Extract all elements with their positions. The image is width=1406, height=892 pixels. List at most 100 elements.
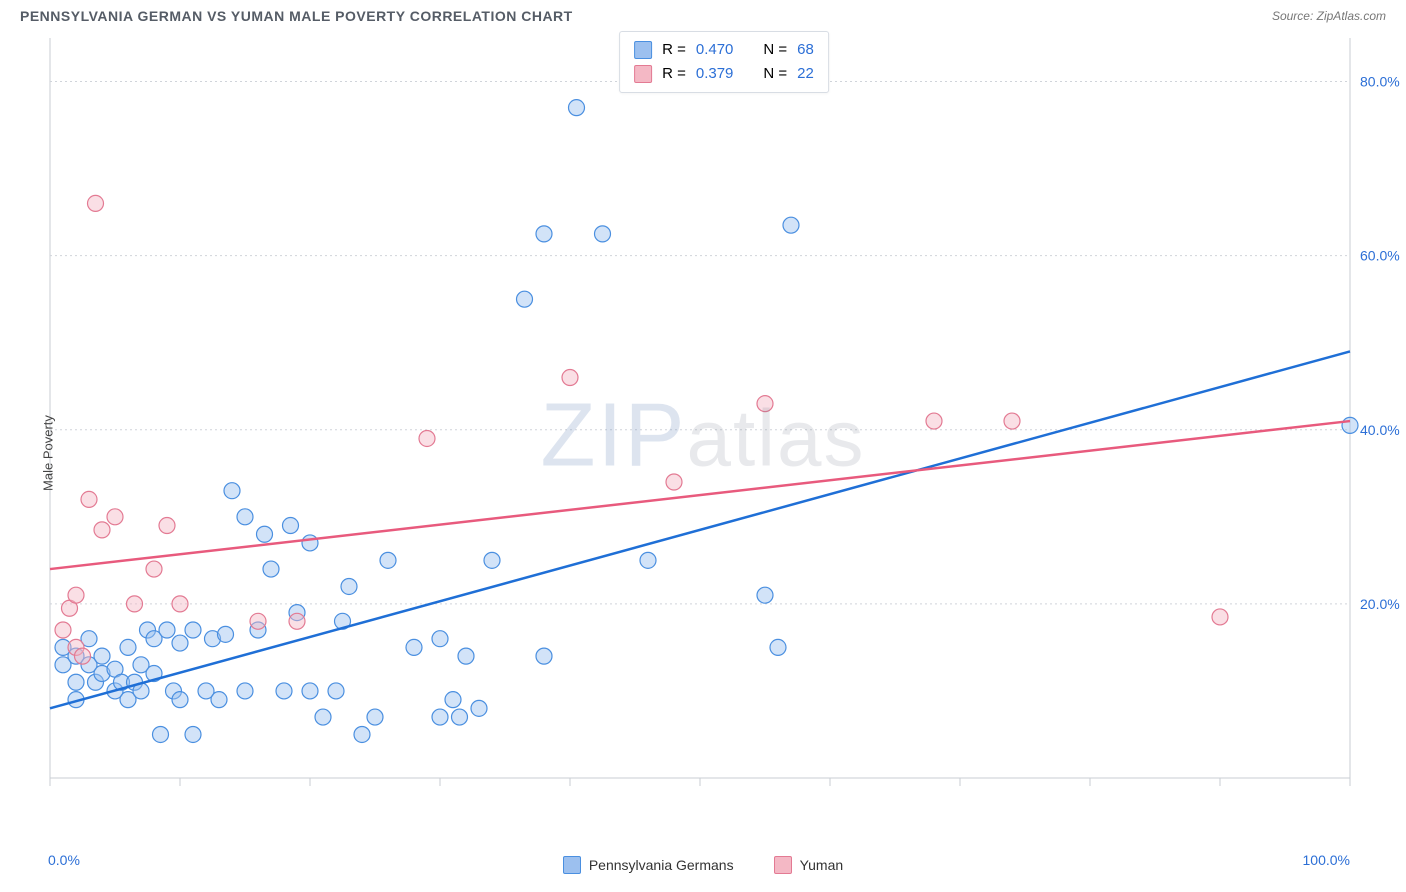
source-prefix: Source: — [1272, 9, 1317, 23]
data-point — [237, 509, 253, 525]
data-point — [770, 639, 786, 655]
data-point — [159, 622, 175, 638]
data-point — [380, 552, 396, 568]
data-point — [666, 474, 682, 490]
data-point — [562, 370, 578, 386]
data-point — [1342, 417, 1358, 433]
data-point — [172, 635, 188, 651]
legend-label-yu: Yuman — [800, 857, 844, 873]
data-point — [471, 700, 487, 716]
data-point — [432, 631, 448, 647]
x-max-label: 100.0% — [1303, 852, 1350, 868]
legend-item-pg: Pennsylvania Germans — [563, 856, 734, 874]
data-point — [185, 622, 201, 638]
chart-title: PENNSYLVANIA GERMAN VS YUMAN MALE POVERT… — [20, 8, 573, 24]
data-point — [88, 195, 104, 211]
data-point — [640, 552, 656, 568]
data-point — [75, 648, 91, 664]
data-point — [237, 683, 253, 699]
data-point — [302, 683, 318, 699]
correlation-row-yu: R = 0.379 N = 22 — [634, 62, 814, 86]
n-label-pg: N = — [763, 38, 787, 62]
n-value-pg: 68 — [797, 38, 814, 62]
swatch-pg — [634, 41, 652, 59]
correlation-legend: R = 0.470 N = 68 R = 0.379 N = 22 — [619, 31, 829, 93]
svg-text:40.0%: 40.0% — [1360, 422, 1400, 438]
data-point — [68, 587, 84, 603]
data-point — [406, 639, 422, 655]
data-point — [224, 483, 240, 499]
data-point — [120, 639, 136, 655]
data-point — [263, 561, 279, 577]
r-label-yu: R = — [662, 62, 686, 86]
data-point — [569, 100, 585, 116]
swatch-pg-bottom — [563, 856, 581, 874]
data-point — [783, 217, 799, 233]
x-min-label: 0.0% — [48, 852, 80, 868]
data-point — [926, 413, 942, 429]
data-point — [289, 613, 305, 629]
chart-area: Male Poverty 20.0%40.0%60.0%80.0% ZIPatl… — [0, 28, 1406, 878]
data-point — [107, 509, 123, 525]
data-point — [419, 430, 435, 446]
n-label-yu: N = — [763, 62, 787, 86]
data-point — [218, 626, 234, 642]
data-point — [185, 726, 201, 742]
data-point — [172, 692, 188, 708]
data-point — [68, 674, 84, 690]
data-point — [153, 726, 169, 742]
data-point — [341, 578, 357, 594]
r-value-pg: 0.470 — [696, 38, 734, 62]
data-point — [146, 561, 162, 577]
y-axis-label: Male Poverty — [40, 415, 55, 491]
n-value-yu: 22 — [797, 62, 814, 86]
data-point — [302, 535, 318, 551]
data-point — [250, 613, 266, 629]
series-legend: 0.0% Pennsylvania Germans Yuman 100.0% — [0, 856, 1406, 874]
data-point — [536, 226, 552, 242]
data-point — [211, 692, 227, 708]
data-point — [94, 522, 110, 538]
svg-text:80.0%: 80.0% — [1360, 74, 1400, 90]
data-point — [315, 709, 331, 725]
data-point — [354, 726, 370, 742]
data-point — [757, 587, 773, 603]
data-point — [1004, 413, 1020, 429]
data-point — [81, 491, 97, 507]
data-point — [1212, 609, 1228, 625]
data-point — [517, 291, 533, 307]
data-point — [276, 683, 292, 699]
data-point — [484, 552, 500, 568]
svg-text:20.0%: 20.0% — [1360, 596, 1400, 612]
source-name: ZipAtlas.com — [1317, 9, 1386, 23]
data-point — [458, 648, 474, 664]
data-point — [127, 596, 143, 612]
legend-label-pg: Pennsylvania Germans — [589, 857, 734, 873]
data-point — [595, 226, 611, 242]
data-point — [283, 518, 299, 534]
correlation-row-pg: R = 0.470 N = 68 — [634, 38, 814, 62]
title-bar: PENNSYLVANIA GERMAN VS YUMAN MALE POVERT… — [0, 0, 1406, 28]
trend-line — [50, 351, 1350, 708]
scatter-plot-svg: 20.0% 40.0% 60.0% 80.0% — [0, 28, 1406, 818]
swatch-yu — [634, 65, 652, 83]
legend-item-yu: Yuman — [774, 856, 844, 874]
trend-line — [50, 421, 1350, 569]
source-attribution: Source: ZipAtlas.com — [1272, 9, 1386, 23]
swatch-yu-bottom — [774, 856, 792, 874]
data-point — [328, 683, 344, 699]
r-value-yu: 0.379 — [696, 62, 734, 86]
data-point — [445, 692, 461, 708]
data-point — [159, 518, 175, 534]
svg-text:60.0%: 60.0% — [1360, 248, 1400, 264]
data-point — [257, 526, 273, 542]
data-point — [94, 648, 110, 664]
data-point — [432, 709, 448, 725]
r-label-pg: R = — [662, 38, 686, 62]
data-point — [172, 596, 188, 612]
data-point — [452, 709, 468, 725]
data-point — [367, 709, 383, 725]
data-point — [55, 622, 71, 638]
data-point — [536, 648, 552, 664]
data-point — [757, 396, 773, 412]
